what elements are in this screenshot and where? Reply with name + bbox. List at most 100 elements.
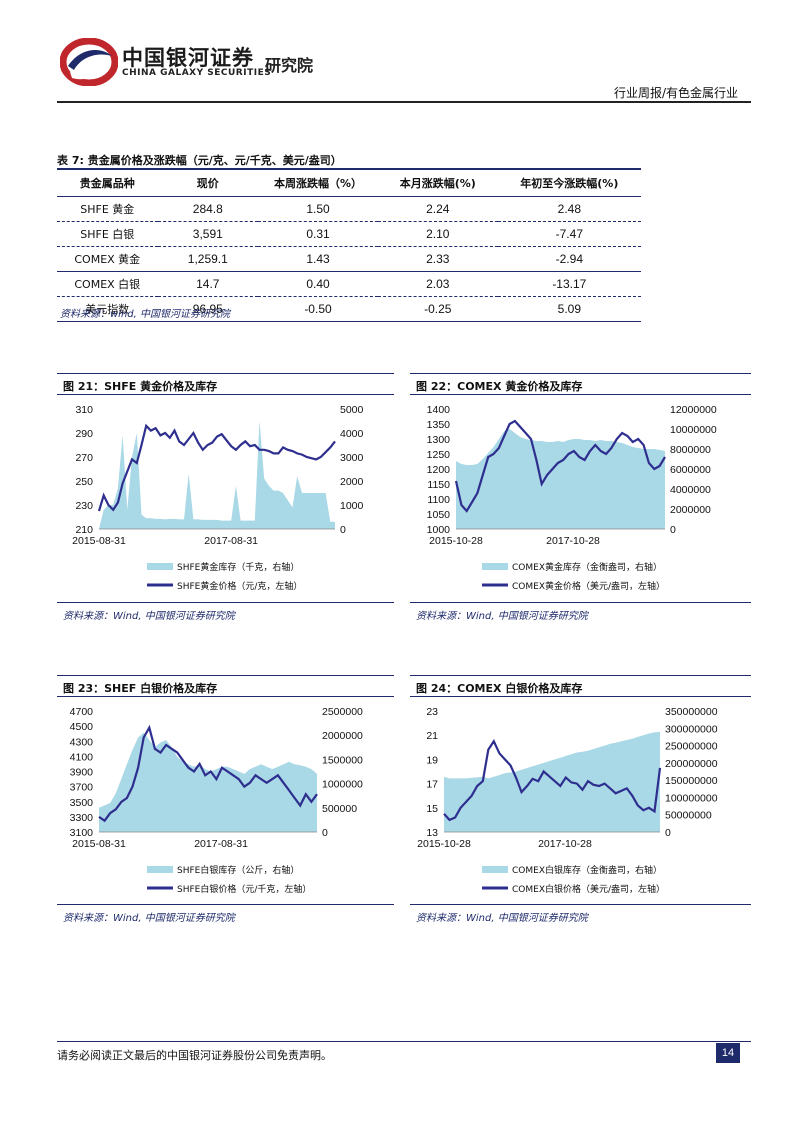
footer-disclaimer: 请务必阅读正文最后的中国银河证券股份公司免责声明。 (57, 1049, 332, 1062)
figure-title: 图 24：COMEX 白银价格及库存 (416, 682, 583, 695)
right-tick-label: 2000000 (322, 730, 363, 742)
left-tick-label: 1000 (427, 524, 451, 536)
table-cell: 284.8 (157, 196, 259, 222)
chart: 23 21 19 17 15 13 350000000 300000000 250000000 2… (417, 706, 718, 895)
table-cell: COMEX 白银 (57, 271, 158, 297)
right-tick-label: 10000000 (670, 424, 717, 436)
right-tick-label: 8000000 (670, 444, 711, 456)
legend-swatch-area (482, 563, 508, 570)
table-cell: 2.03 (377, 271, 498, 297)
legend-label-line: SHFE白银价格（元/千克，左轴） (177, 883, 311, 895)
right-tick-label: 2000000 (670, 504, 711, 516)
legend-label-area: COMEX白银库存（金衡盎司，右轴） (512, 864, 662, 876)
x-tick-label: 2015-10-28 (417, 838, 471, 850)
brand-name-en: CHINA GALAXY SECURITIES (122, 68, 272, 78)
legend-label-area: COMEX黄金库存（金衡盎司，右轴） (512, 561, 662, 573)
left-tick-label: 1350 (427, 419, 451, 431)
table-cell: 3,591 (157, 221, 259, 247)
right-tick-label: 0 (670, 524, 676, 536)
table-header-cell: 贵金属品种 (57, 168, 158, 197)
left-tick-label: 21 (426, 730, 438, 742)
left-tick-label: 1150 (427, 479, 450, 491)
left-tick-label: 1200 (427, 464, 451, 476)
table-cell: 2.48 (497, 196, 641, 222)
left-tick-label: 1100 (427, 494, 450, 506)
report-type: 行业周报/有色金属行业 (613, 86, 738, 100)
chart: 310 290 270 250 230 210 5000 4000 3000 2000 1000 0 2… (72, 404, 364, 592)
table-cell: -0.25 (377, 296, 498, 322)
inventory-area (99, 732, 317, 832)
right-tick-label: 4000 (340, 428, 364, 440)
right-tick-label: 0 (340, 524, 346, 536)
table-cell: -7.47 (497, 221, 641, 247)
right-tick-label: 2000 (340, 476, 364, 488)
table-cell: 美元指数 (57, 296, 158, 322)
figure-source: 资料来源：Wind, 中国银河证券研究院 (63, 611, 235, 622)
x-tick-label: 2015-08-31 (72, 535, 126, 547)
figure-shfe-silver: 图 23：SHEF 白银价格及库存 4700 4500 4300 4100 3900 37… (57, 675, 394, 925)
left-tick-label: 23 (426, 706, 438, 718)
table-cell: 0.40 (258, 271, 378, 297)
legend-swatch-area (147, 563, 173, 570)
left-tick-label: 3100 (70, 827, 94, 839)
table-header-cell: 年初至今涨跌幅(%) (497, 168, 641, 197)
precious-metals-table: 贵金属品种 现价 本周涨跌幅（%） 本月涨跌幅(%) 年初至今涨跌幅(%) SH… (57, 168, 641, 322)
table-row: COMEX 黄金 1,259.1 1.43 2.33 -2.94 (57, 246, 641, 272)
inventory-area (444, 731, 660, 832)
left-tick-label: 19 (426, 754, 438, 766)
table-cell: 1.43 (258, 246, 378, 272)
table-cell: 1.50 (258, 196, 378, 222)
footer-divider (57, 1041, 751, 1042)
left-tick-label: 270 (75, 452, 93, 464)
table-cell: -2.94 (497, 246, 641, 272)
table-header-cell: 本月涨跌幅(%) (377, 168, 498, 197)
right-tick-label: 50000000 (665, 810, 712, 822)
left-tick-label: 1050 (427, 509, 451, 521)
left-tick-label: 1400 (427, 404, 451, 416)
left-tick-label: 4100 (70, 751, 94, 763)
figure-shfe-gold: 图 21：SHFE 黄金价格及库存 310 290 270 250 230 210 5000… (57, 373, 394, 623)
legend-label-line: COMEX白银价格（美元/盎司，左轴） (512, 883, 665, 895)
chart: 1400 1350 1300 1250 1200 1150 1100 1050 1000 1200… (427, 404, 717, 592)
table-cell: SHFE 白银 (57, 221, 158, 247)
right-tick-label: 0 (665, 827, 671, 839)
left-tick-label: 310 (75, 404, 93, 416)
right-tick-label: 200000000 (665, 758, 718, 770)
table-cell: 2.33 (377, 246, 498, 272)
figure-title: 图 23：SHEF 白银价格及库存 (63, 682, 218, 695)
table-header-cell: 现价 (157, 168, 259, 197)
left-tick-label: 4500 (70, 721, 94, 733)
left-tick-label: 17 (426, 779, 438, 791)
table-header-row: 贵金属品种 现价 本周涨跌幅（%） 本月涨跌幅(%) 年初至今涨跌幅(%) (57, 168, 641, 197)
x-tick-label: 2017-08-31 (204, 535, 258, 547)
left-tick-label: 230 (75, 500, 93, 512)
table-cell: 2.10 (377, 221, 498, 247)
left-tick-label: 250 (75, 476, 93, 488)
price-line (454, 419, 666, 513)
right-tick-label: 6000000 (670, 464, 711, 476)
figure-source: 资料来源：Wind, 中国银河证券研究院 (416, 611, 588, 622)
legend-label-line: SHFE黄金价格（元/克，左轴） (177, 580, 302, 592)
table-cell: COMEX 黄金 (57, 246, 158, 272)
legend-label-area: SHFE黄金库存（千克，右轴） (177, 561, 299, 573)
page-number: 14 (716, 1043, 740, 1063)
left-tick-label: 1300 (427, 434, 451, 446)
left-tick-label: 3300 (70, 812, 94, 824)
table-cell: 0.31 (258, 221, 378, 247)
left-tick-label: 3500 (70, 797, 94, 809)
table-row: COMEX 白银 14.7 0.40 2.03 -13.17 (57, 271, 641, 297)
right-tick-label: 150000000 (665, 775, 718, 787)
right-tick-label: 12000000 (670, 404, 717, 416)
right-tick-label: 5000 (340, 404, 364, 416)
right-tick-label: 300000000 (665, 723, 718, 735)
figure-title: 图 21：SHFE 黄金价格及库存 (63, 380, 218, 393)
brand-name-cn: 中国银河证券 (122, 46, 254, 70)
table-cell: -0.50 (258, 296, 378, 322)
price-line (97, 423, 336, 512)
legend-label-area: SHFE白银库存（公斤，右轴） (177, 864, 299, 876)
figure-comex-gold: 图 22：COMEX 黄金价格及库存 1400 1350 1300 1250 1200 1… (410, 373, 751, 623)
right-tick-label: 1500000 (322, 754, 363, 766)
right-tick-label: 350000000 (665, 706, 718, 718)
figure-title: 图 22：COMEX 黄金价格及库存 (416, 380, 583, 393)
table-cell: 5.09 (497, 296, 641, 322)
